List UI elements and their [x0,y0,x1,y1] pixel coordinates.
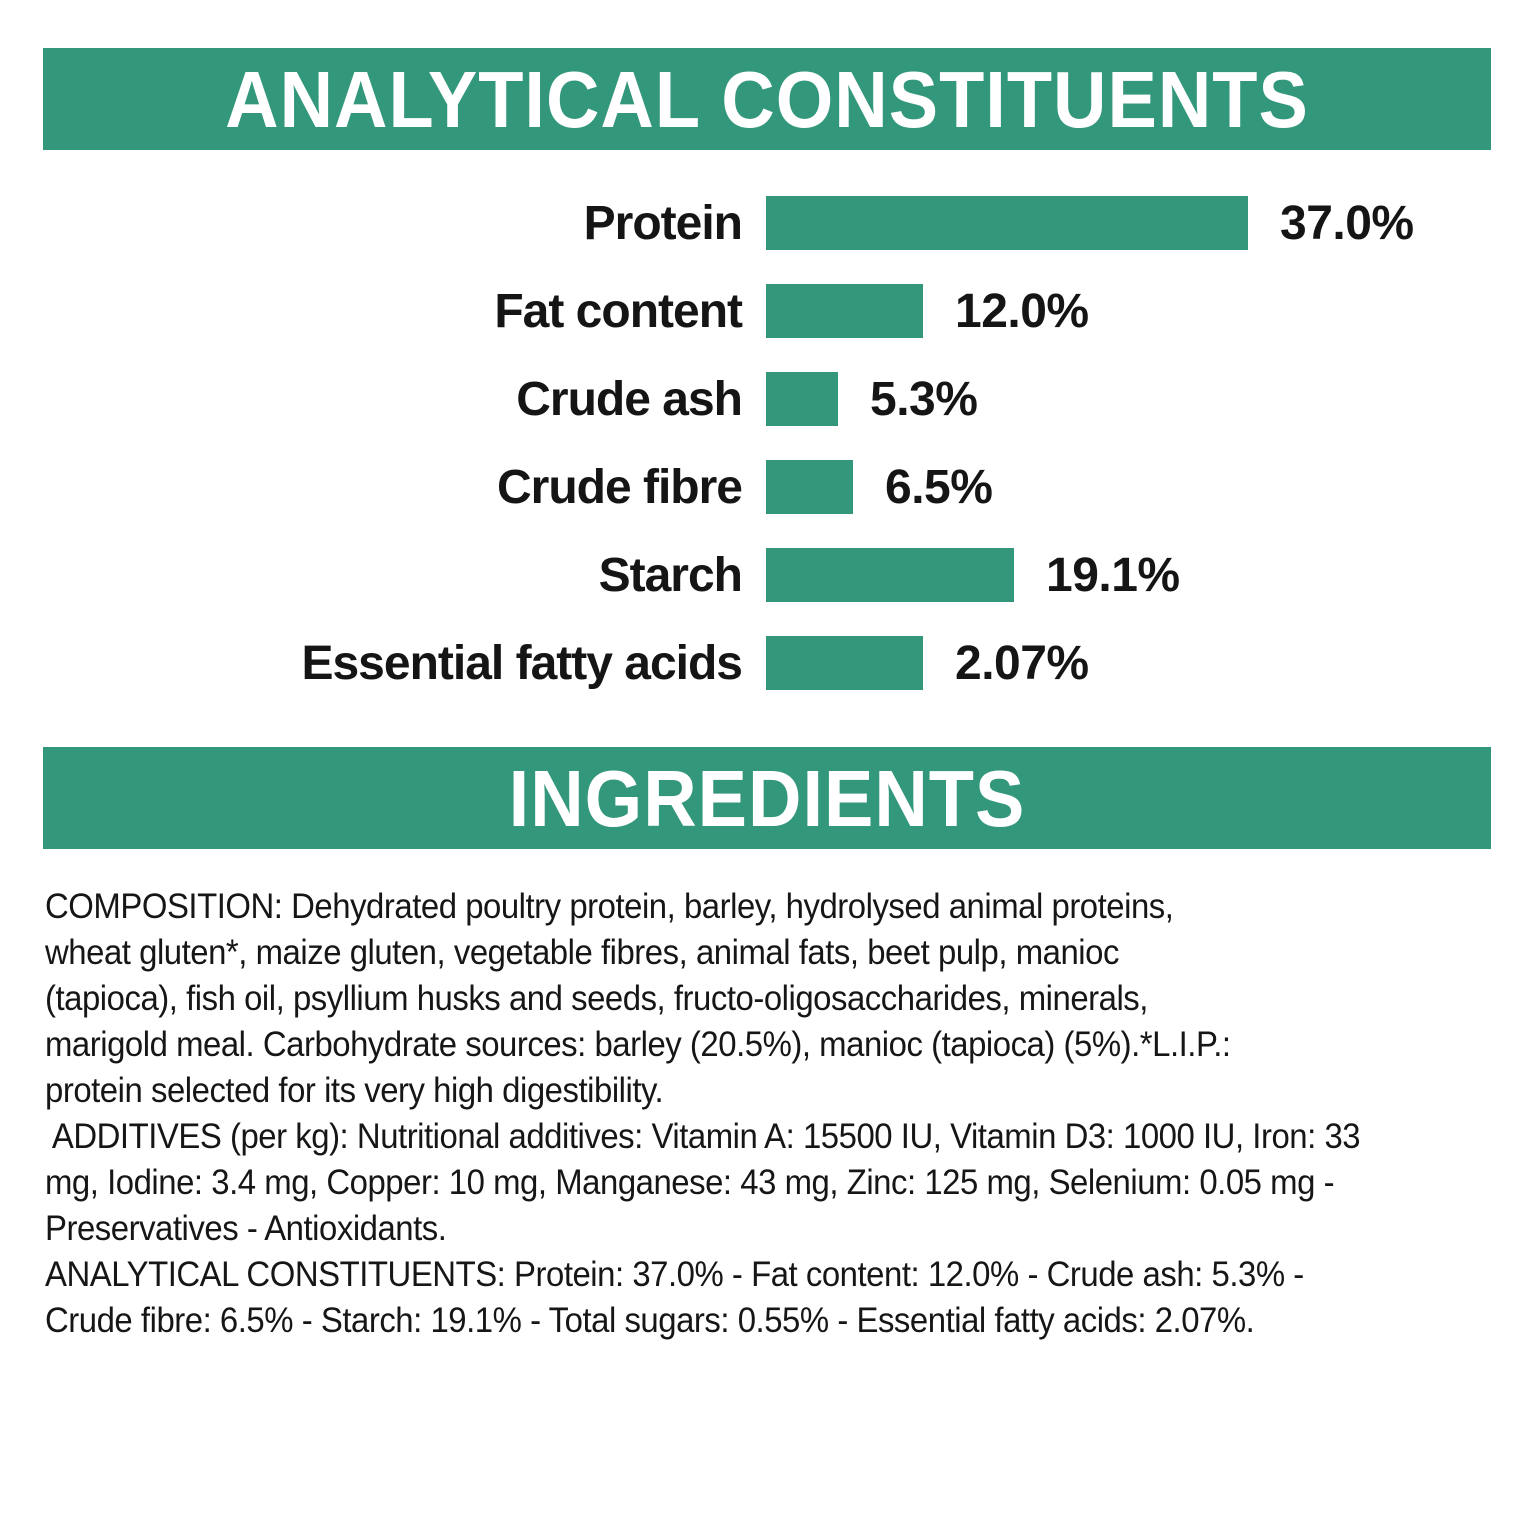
text-line: marigold meal. Carbohydrate sources: bar… [45,1025,1231,1064]
ingredients-paragraph: ANALYTICAL CONSTITUENTS: Protein: 37.0% … [45,1252,1511,1344]
chart-row: Essential fatty acids 2.07% [0,636,1536,690]
chart-bar [766,460,853,514]
chart-bar [766,196,1248,250]
text-line: wheat gluten*, maize gluten, vegetable f… [45,933,1119,972]
chart-row: Fat content 12.0% [0,284,1536,338]
chart-category-label: Crude fibre [496,460,743,514]
text-line: ANALYTICAL CONSTITUENTS: Protein: 37.0% … [45,1255,1304,1294]
chart-row: Crude fibre 6.5% [0,460,1536,514]
ingredients-banner: INGREDIENTS [43,747,1491,849]
text-line: (tapioca), fish oil, psyllium husks and … [45,979,1148,1018]
chart-bar [766,548,1014,602]
chart-category-label: Protein [583,196,743,250]
chart-bar [766,636,923,690]
chart-row: Starch 19.1% [0,548,1536,602]
chart-value-label: 6.5% [885,460,993,514]
chart-bar [766,372,838,426]
text-line: mg, Iodine: 3.4 mg, Copper: 10 mg, Manga… [45,1163,1335,1202]
ingredients-paragraph: ADDITIVES (per kg): Nutritional additive… [45,1114,1511,1252]
analytical-constituents-banner: ANALYTICAL CONSTITUENTS [43,48,1491,150]
chart-value-label: 2.07% [955,636,1089,690]
chart-category-label: Crude ash [516,372,743,426]
analytical-constituents-title: ANALYTICAL CONSTITUENTS [225,54,1309,144]
ingredients-title: INGREDIENTS [508,753,1026,843]
chart-category-label: Fat content [494,284,743,338]
text-line: ADDITIVES (per kg): Nutritional additive… [45,1117,1361,1156]
ingredients-paragraph: COMPOSITION: Dehydrated poultry protein,… [45,884,1511,1114]
ingredients-text-block: COMPOSITION: Dehydrated poultry protein,… [45,884,1511,1344]
constituents-bar-chart: Protein 37.0% Fat content 12.0% Crude ash 5.3… [0,196,1536,724]
chart-category-label: Essential fatty acids [301,636,743,690]
chart-value-label: 37.0% [1280,196,1414,250]
chart-value-label: 5.3% [870,372,978,426]
text-line: Crude fibre: 6.5% - Starch: 19.1% - Tota… [45,1301,1255,1340]
chart-value-label: 12.0% [955,284,1089,338]
text-line: protein selected for its very high diges… [45,1071,664,1110]
chart-category-label: Starch [598,548,743,602]
text-line: COMPOSITION: Dehydrated poultry protein,… [45,887,1174,926]
chart-bar [766,284,923,338]
chart-row: Protein 37.0% [0,196,1536,250]
text-line: Preservatives - Antioxidants. [45,1209,447,1248]
chart-row: Crude ash 5.3% [0,372,1536,426]
chart-value-label: 19.1% [1046,548,1180,602]
